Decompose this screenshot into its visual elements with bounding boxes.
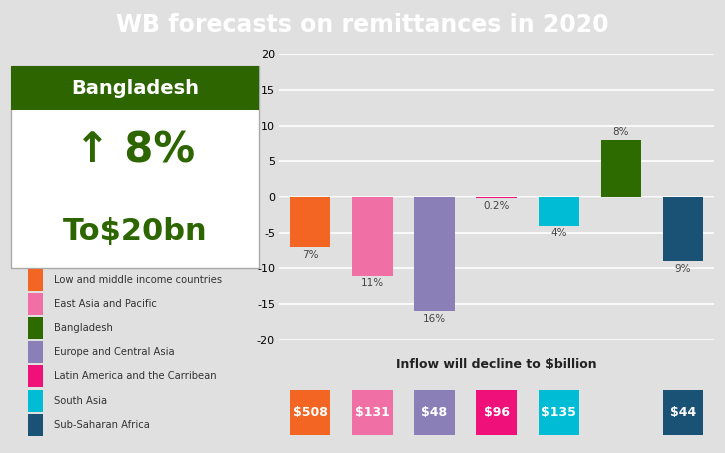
Bar bbox=[539, 197, 579, 226]
Bar bbox=[28, 341, 43, 363]
Text: Inflow will decline to $billion: Inflow will decline to $billion bbox=[397, 358, 597, 371]
Text: Bangladesh: Bangladesh bbox=[71, 79, 199, 98]
Text: ↑ 8%: ↑ 8% bbox=[75, 130, 195, 172]
Text: Latin America and the Carribean: Latin America and the Carribean bbox=[54, 371, 216, 381]
Text: $48: $48 bbox=[421, 406, 447, 419]
Text: 16%: 16% bbox=[423, 314, 446, 324]
Text: East Asia and Pacific: East Asia and Pacific bbox=[54, 299, 157, 309]
Text: Bangladesh: Bangladesh bbox=[54, 323, 112, 333]
Text: $508: $508 bbox=[293, 406, 328, 419]
Bar bbox=[352, 197, 392, 275]
Text: 8%: 8% bbox=[613, 127, 629, 137]
Bar bbox=[28, 365, 43, 387]
Text: To$20bn: To$20bn bbox=[62, 217, 207, 246]
Text: Low and middle income countries: Low and middle income countries bbox=[54, 275, 222, 284]
Text: $44: $44 bbox=[670, 406, 696, 419]
Text: WB forecasts on remittances in 2020: WB forecasts on remittances in 2020 bbox=[116, 13, 609, 37]
Bar bbox=[414, 197, 455, 311]
Text: 4%: 4% bbox=[550, 228, 567, 238]
Bar bbox=[28, 414, 43, 436]
Bar bbox=[11, 66, 259, 268]
Text: Europe and Central Asia: Europe and Central Asia bbox=[54, 347, 174, 357]
Text: $135: $135 bbox=[542, 406, 576, 419]
Bar bbox=[28, 390, 43, 412]
Text: Sub-Saharan Africa: Sub-Saharan Africa bbox=[54, 420, 149, 430]
Bar bbox=[28, 269, 43, 291]
Text: 0.2%: 0.2% bbox=[484, 201, 510, 212]
Bar bbox=[601, 140, 641, 197]
Bar bbox=[476, 197, 517, 198]
Text: 9%: 9% bbox=[675, 264, 692, 274]
Text: South Asia: South Asia bbox=[54, 395, 107, 405]
Text: $96: $96 bbox=[484, 406, 510, 419]
Bar bbox=[290, 197, 331, 247]
Text: 7%: 7% bbox=[302, 250, 318, 260]
Text: $131: $131 bbox=[355, 406, 390, 419]
Text: 11%: 11% bbox=[361, 279, 384, 289]
Bar bbox=[663, 197, 703, 261]
Bar bbox=[28, 317, 43, 339]
Bar bbox=[28, 293, 43, 315]
Bar bbox=[11, 66, 259, 110]
